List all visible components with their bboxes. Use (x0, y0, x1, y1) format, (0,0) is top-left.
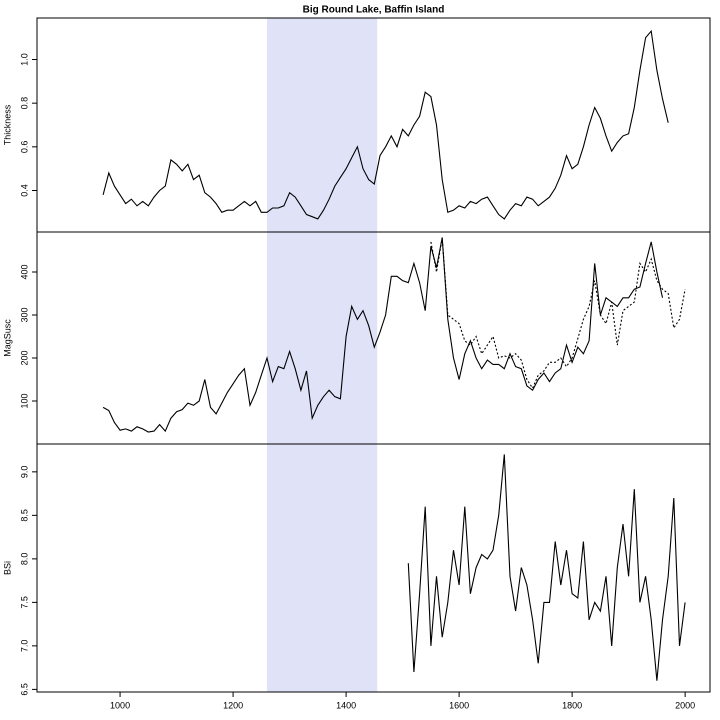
y-axis-label: MagSusc (2, 319, 12, 357)
y-tick-label: 100 (19, 393, 29, 408)
highlight-band (266, 18, 378, 232)
y-tick-label: 7.0 (19, 640, 29, 653)
y-tick-label: 6.5 (19, 683, 29, 696)
data-line (102, 29, 669, 220)
x-tick-label: 1800 (562, 700, 582, 710)
x-tick-label: 1200 (223, 700, 243, 710)
y-axis-label: BSi (2, 561, 12, 575)
y-tick-label: 400 (19, 264, 29, 279)
data-line (102, 237, 664, 433)
y-tick-label: 9.0 (19, 466, 29, 479)
x-tick-label: 1600 (449, 700, 469, 710)
y-tick-label: 200 (19, 350, 29, 365)
y-axis-label: Thickness (2, 104, 12, 145)
x-tick-label: 1400 (336, 700, 356, 710)
y-tick-label: 0.4 (19, 184, 29, 197)
data-line (407, 454, 686, 681)
x-tick-label: 2000 (675, 700, 695, 710)
y-tick-label: 7.5 (19, 596, 29, 609)
data-line (430, 237, 686, 390)
y-tick-label: 0.8 (19, 97, 29, 110)
highlight-band (266, 232, 378, 444)
y-tick-label: 0.6 (19, 141, 29, 154)
y-tick-label: 1.0 (19, 53, 29, 66)
highlight-band (266, 444, 378, 692)
chart-title: Big Round Lake, Baffin Island (303, 5, 445, 16)
y-tick-label: 8.0 (19, 553, 29, 566)
x-tick-label: 1000 (110, 700, 130, 710)
y-tick-label: 8.5 (19, 509, 29, 522)
y-tick-label: 300 (19, 307, 29, 322)
panel-frame (36, 443, 711, 693)
